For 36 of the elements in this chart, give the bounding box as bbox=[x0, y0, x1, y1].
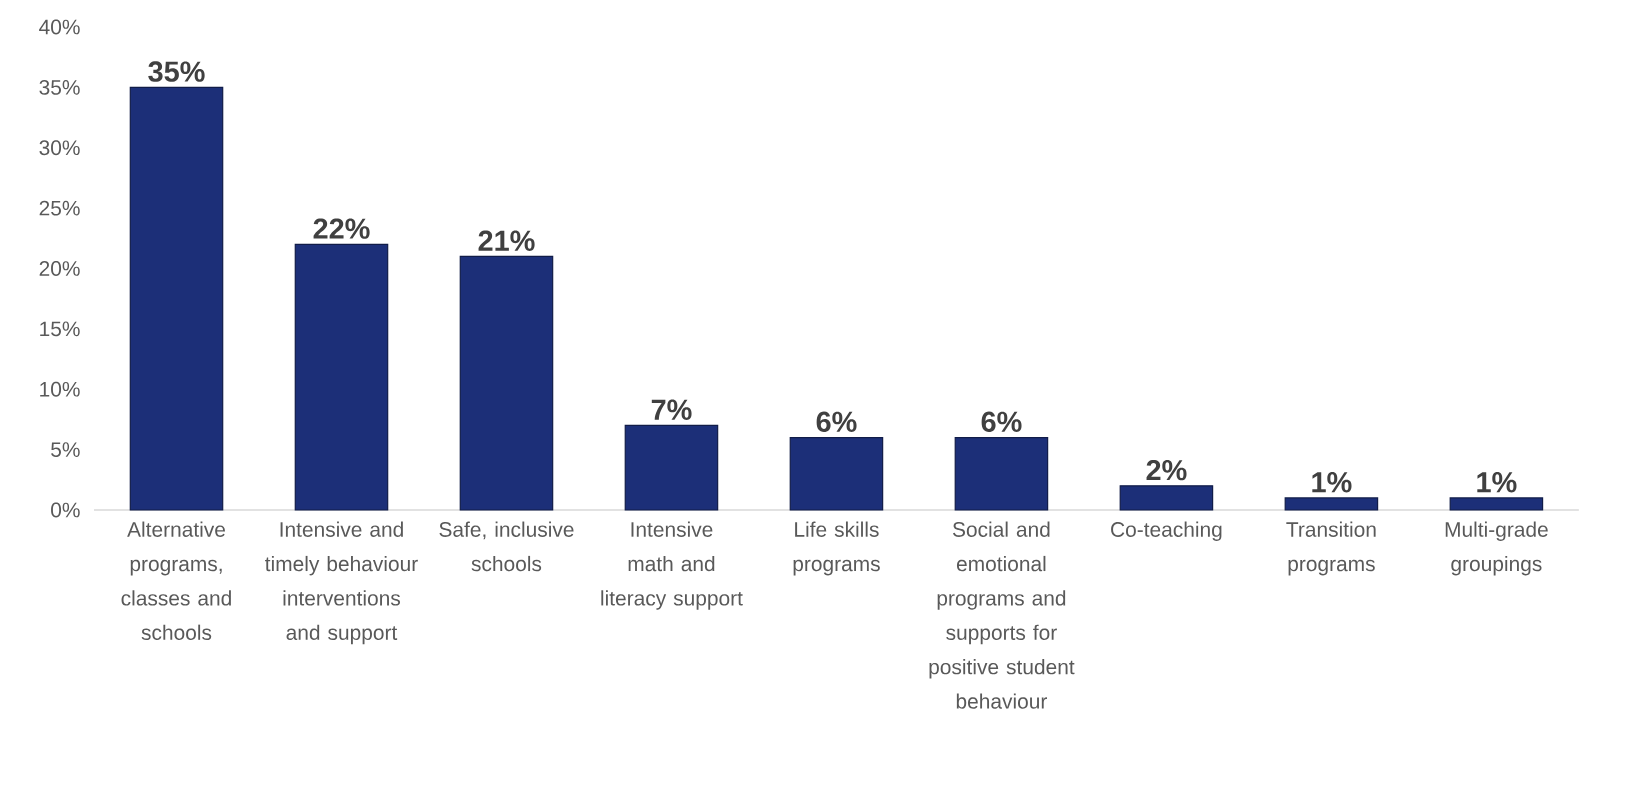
y-tick-label: 20% bbox=[39, 261, 80, 276]
data-label: 35% bbox=[148, 61, 205, 82]
data-label: 6% bbox=[816, 411, 857, 433]
y-tick-label: 35% bbox=[39, 79, 80, 95]
bar bbox=[294, 243, 389, 511]
bar bbox=[954, 436, 1049, 511]
data-label: 1% bbox=[1312, 472, 1352, 493]
x-tick-label: Safe, inclusive schools bbox=[439, 521, 574, 572]
bar bbox=[129, 86, 224, 511]
x-tick-label: Life skills programs bbox=[793, 521, 880, 576]
x-tick-label: Transition programs bbox=[1286, 521, 1376, 576]
x-tick-label: Social and emotional programs and supports for positive student behaviour bbox=[929, 521, 1075, 709]
y-tick-label: 10% bbox=[40, 381, 80, 397]
bar bbox=[1119, 485, 1214, 511]
y-tick-label: 40% bbox=[39, 19, 80, 35]
data-label: 21% bbox=[478, 230, 535, 251]
y-tick-label: 5% bbox=[51, 442, 80, 457]
bar bbox=[789, 436, 884, 511]
data-label: 1% bbox=[1477, 472, 1517, 493]
data-label: 6% bbox=[981, 411, 1022, 433]
y-tick-label: 15% bbox=[40, 321, 80, 337]
y-tick-label: 0% bbox=[51, 502, 80, 518]
x-tick-label: Co-teaching bbox=[1111, 521, 1222, 542]
x-tick-label: Alternative programs, classes and schools bbox=[121, 521, 231, 640]
data-label: 22% bbox=[313, 218, 370, 239]
bar bbox=[624, 424, 719, 511]
y-tick-label: 25% bbox=[39, 200, 80, 216]
bar bbox=[1284, 497, 1379, 511]
x-tick-label: Multi-grade groupings bbox=[1445, 521, 1548, 576]
bar bbox=[459, 255, 554, 511]
data-label: 2% bbox=[1146, 459, 1187, 481]
data-label: 7% bbox=[651, 399, 692, 420]
x-tick-label: Intensive and timely behaviour interventions and support bbox=[265, 521, 418, 645]
y-tick-label: 30% bbox=[39, 140, 80, 156]
bar bbox=[1449, 497, 1544, 511]
x-tick-label: Intensive math and literacy support bbox=[601, 521, 743, 610]
